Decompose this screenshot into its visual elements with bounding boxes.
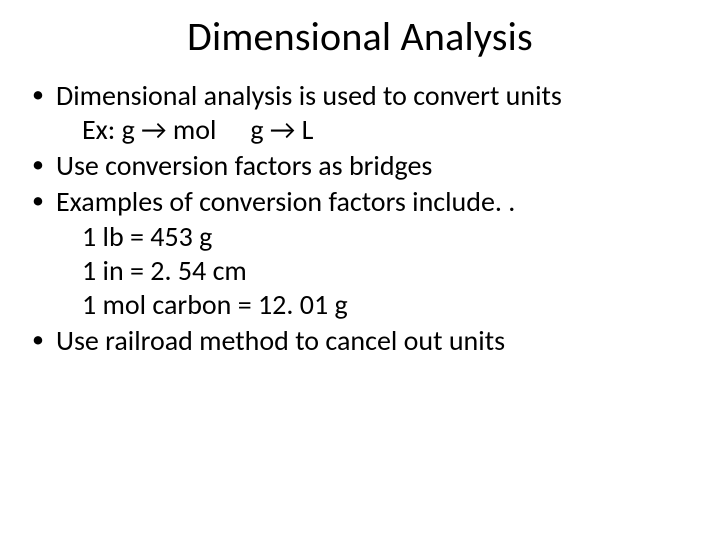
conversion-factor: 1 in = 2. 54 cm — [56, 254, 694, 288]
bullet-item: Use conversion factors as bridges — [26, 149, 694, 183]
conv2-to: L — [302, 112, 314, 147]
bullet-item: Use railroad method to cancel out units — [26, 324, 694, 358]
bullet-text: Use conversion factors as bridges — [56, 148, 432, 183]
conv1-from: g — [122, 112, 135, 147]
bullet-text: Examples of conversion factors include. … — [56, 184, 515, 219]
example-line: Ex: g → molg → L — [56, 113, 694, 147]
conv2-from: g — [250, 112, 263, 147]
slide-title: Dimensional Analysis — [26, 12, 694, 61]
bullet-item: Examples of conversion factors include. … — [26, 185, 694, 322]
bullet-list: Dimensional analysis is used to convert … — [26, 79, 694, 358]
bullet-text: Dimensional analysis is used to convert … — [56, 78, 562, 113]
bullet-item: Dimensional analysis is used to convert … — [26, 79, 694, 147]
arrow-icon: → — [135, 112, 173, 147]
conv1-to: mol — [173, 112, 217, 147]
conversion-factor: 1 lb = 453 g — [56, 220, 694, 254]
slide: Dimensional Analysis Dimensional analysi… — [0, 0, 720, 540]
arrow-icon: → — [264, 112, 302, 147]
bullet-text: Use railroad method to cancel out units — [56, 323, 505, 358]
conversion-factor: 1 mol carbon = 12. 01 g — [56, 288, 694, 322]
example-prefix: Ex: — [82, 112, 122, 147]
